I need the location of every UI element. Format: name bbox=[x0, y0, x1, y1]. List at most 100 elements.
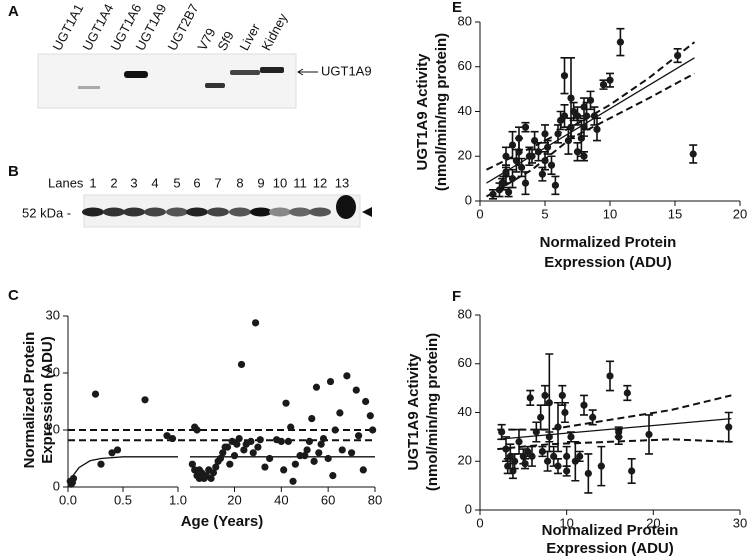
point bbox=[209, 469, 218, 477]
point bbox=[317, 440, 325, 448]
lane-label: 13 bbox=[335, 175, 349, 190]
lane-label: 7 bbox=[214, 175, 221, 190]
point bbox=[674, 51, 682, 60]
point bbox=[560, 112, 569, 120]
point bbox=[303, 446, 311, 454]
point bbox=[168, 434, 177, 443]
panel-letter: C bbox=[8, 287, 19, 304]
point bbox=[369, 426, 377, 434]
point bbox=[163, 432, 171, 440]
x-tick-label: 40 bbox=[274, 492, 288, 507]
band bbox=[78, 86, 100, 89]
point bbox=[586, 96, 595, 104]
point bbox=[291, 460, 299, 468]
y-tick-label: 80 bbox=[458, 13, 472, 28]
point bbox=[554, 130, 562, 138]
point bbox=[256, 436, 264, 444]
point bbox=[251, 319, 260, 327]
point bbox=[312, 383, 321, 391]
marker-label: 52 kDa - bbox=[22, 205, 71, 220]
point bbox=[261, 463, 269, 471]
point bbox=[193, 426, 201, 434]
x-tick-label: 60 bbox=[321, 492, 335, 507]
band bbox=[336, 195, 356, 219]
x-tick-label: 10 bbox=[603, 206, 617, 221]
band bbox=[103, 207, 125, 217]
x-axis-label: Expression (ADU) bbox=[546, 540, 674, 556]
band bbox=[166, 207, 188, 217]
point bbox=[580, 401, 588, 409]
x-tick-label: 0 bbox=[476, 206, 483, 221]
point bbox=[589, 413, 597, 421]
x-tick-label: 15 bbox=[668, 206, 682, 221]
point bbox=[247, 437, 255, 445]
point bbox=[277, 437, 285, 445]
point bbox=[498, 428, 506, 436]
point bbox=[554, 423, 562, 431]
point bbox=[521, 460, 529, 468]
x-tick-label: 0.5 bbox=[114, 492, 132, 507]
point bbox=[502, 152, 510, 160]
point bbox=[563, 452, 571, 460]
point bbox=[366, 412, 374, 420]
point bbox=[580, 152, 588, 160]
band bbox=[144, 207, 166, 217]
point bbox=[524, 447, 532, 456]
x-axis-label: Age (Years) bbox=[181, 513, 264, 530]
fit-line bbox=[485, 72, 695, 198]
point bbox=[571, 457, 579, 465]
point bbox=[237, 360, 246, 369]
x-tick-label: 5 bbox=[541, 206, 548, 221]
point bbox=[567, 94, 575, 102]
point bbox=[305, 437, 314, 445]
point bbox=[558, 391, 566, 400]
point bbox=[544, 143, 552, 151]
point bbox=[511, 457, 519, 465]
band bbox=[309, 207, 331, 217]
point bbox=[347, 449, 356, 457]
point bbox=[599, 81, 608, 89]
point bbox=[528, 452, 536, 460]
point bbox=[266, 454, 274, 463]
point bbox=[538, 447, 547, 456]
point bbox=[301, 452, 309, 460]
point bbox=[616, 38, 625, 46]
lane-label: 8 bbox=[236, 175, 243, 190]
x-tick-label: 30 bbox=[733, 515, 747, 530]
point bbox=[567, 123, 575, 131]
lane-label: 6 bbox=[193, 175, 200, 190]
point bbox=[583, 112, 591, 120]
point bbox=[362, 397, 370, 406]
point bbox=[541, 391, 549, 400]
point bbox=[359, 466, 367, 474]
point bbox=[515, 134, 523, 142]
point bbox=[554, 462, 562, 470]
point bbox=[537, 413, 545, 421]
point bbox=[498, 179, 506, 187]
point bbox=[91, 390, 100, 398]
y-tick-label: 30 bbox=[46, 307, 60, 322]
band bbox=[123, 207, 145, 217]
point bbox=[289, 477, 297, 485]
point bbox=[235, 434, 243, 443]
lane-label: 2 bbox=[110, 175, 117, 190]
y-axis-label: Expression (ADU) bbox=[39, 336, 56, 464]
point bbox=[216, 454, 225, 463]
point bbox=[97, 460, 105, 468]
bands bbox=[82, 207, 331, 217]
point bbox=[188, 460, 196, 468]
lanes-title: Lanes bbox=[48, 175, 84, 190]
point bbox=[331, 426, 339, 434]
band-label: UGT1A9 bbox=[321, 63, 372, 78]
x-tick-label: 0.0 bbox=[59, 492, 77, 507]
lane-label: 1 bbox=[89, 175, 96, 190]
point bbox=[343, 372, 351, 380]
panel-letter: F bbox=[452, 288, 461, 305]
point bbox=[326, 377, 335, 386]
y-tick-label: 60 bbox=[458, 355, 472, 370]
y-tick-label: 60 bbox=[458, 58, 472, 73]
lane-label: Kidney bbox=[258, 10, 290, 53]
y-axis-label: UGT1A9 Activity bbox=[405, 353, 422, 471]
point bbox=[576, 452, 584, 460]
